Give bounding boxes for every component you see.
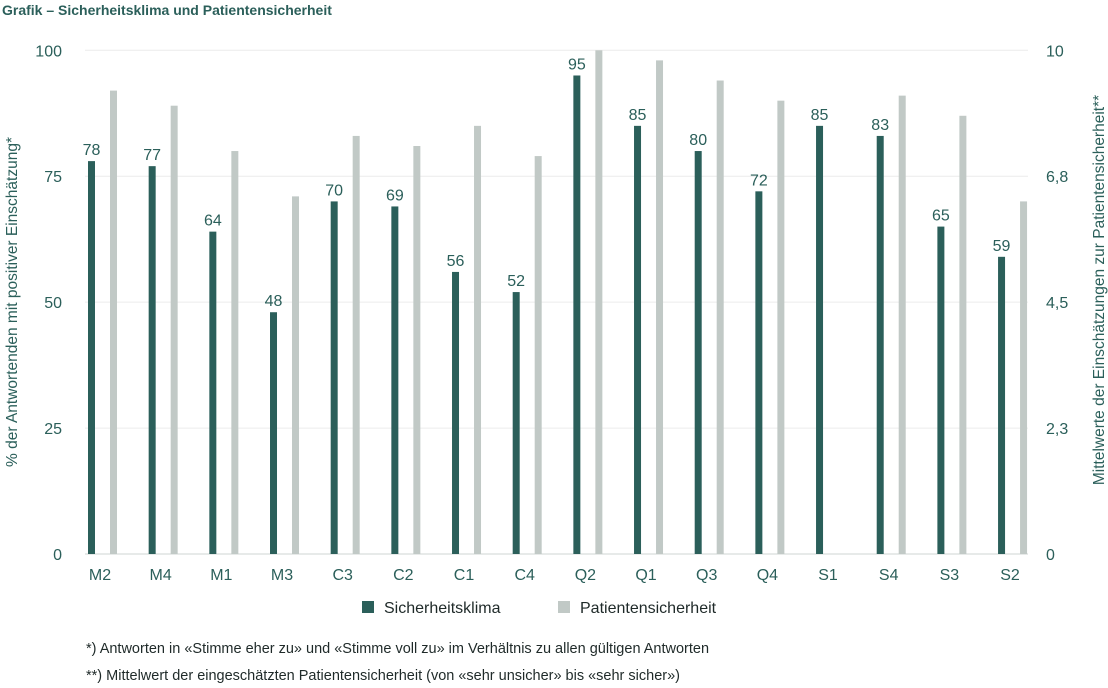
bar-patientensicherheit [352, 135, 360, 554]
x-tick-label: S1 [818, 567, 838, 584]
y2-tick-label: 10 [1046, 43, 1064, 60]
y-tick-label: 50 [44, 295, 62, 312]
bar-sicherheitsklima [330, 201, 338, 554]
y-axis-label: % der Antwortenden mit positiver Einschä… [4, 137, 21, 467]
footnote-1: *) Antworten in «Stimme eher zu» und «St… [86, 641, 710, 657]
bar-sicherheitsklima [937, 226, 945, 554]
bar-sicherheitsklima [391, 206, 399, 554]
x-tick-label: C3 [332, 567, 353, 584]
x-tick-label: S3 [940, 567, 960, 584]
y2-axis-label: Mittelwerte der Einschätzungen zur Patie… [1091, 95, 1108, 485]
data-label: 59 [993, 238, 1011, 255]
y-tick-label: 25 [44, 421, 62, 438]
y2-tick-label: 2,3 [1046, 421, 1068, 438]
bar-sicherheitsklima [755, 191, 763, 554]
bar-patientensicherheit [534, 156, 542, 554]
x-tick-label: Q1 [635, 567, 656, 584]
data-label: 95 [568, 56, 586, 73]
data-label: 65 [932, 208, 950, 225]
bar-patientensicherheit [170, 105, 178, 554]
x-tick-label: Q2 [575, 567, 596, 584]
y-tick-label: 0 [53, 547, 62, 564]
x-tick-label: Q4 [757, 567, 778, 584]
data-label: 83 [871, 117, 889, 134]
x-tick-label: C4 [514, 567, 535, 584]
legend-label: Sicherheitsklima [384, 600, 501, 617]
bar-sicherheitsklima [452, 271, 460, 554]
data-label: 85 [629, 107, 647, 124]
bar-patientensicherheit [656, 60, 664, 555]
x-tick-label: C1 [454, 567, 475, 584]
x-tick-label: C2 [393, 567, 414, 584]
y2-tick-label: 4,5 [1046, 295, 1068, 312]
bar-sicherheitsklima [573, 75, 581, 555]
bar-patientensicherheit [777, 100, 785, 555]
x-tick-label: Q3 [696, 567, 717, 584]
bar-sicherheitsklima [270, 312, 278, 554]
bar-patientensicherheit [110, 90, 117, 554]
x-tick-label: S2 [1000, 567, 1020, 584]
bar-patientensicherheit [413, 146, 421, 555]
y-tick-label: 100 [35, 43, 62, 60]
bar-sicherheitsklima [148, 166, 156, 554]
bar-patientensicherheit [716, 80, 724, 554]
x-tick-label: M3 [271, 567, 293, 584]
bar-patientensicherheit [474, 125, 482, 554]
x-tick-label: M2 [89, 567, 111, 584]
data-label: 78 [83, 142, 101, 159]
bar-patientensicherheit [959, 115, 967, 554]
bar-patientensicherheit [898, 95, 906, 555]
bar-patientensicherheit [231, 151, 239, 555]
data-label: 70 [325, 182, 343, 199]
bar-patientensicherheit [1020, 201, 1028, 554]
bar-sicherheitsklima [634, 125, 642, 554]
data-label: 85 [811, 107, 829, 124]
x-tick-label: M4 [150, 567, 172, 584]
bar-sicherheitsklima [694, 151, 702, 555]
x-tick-label: M1 [210, 567, 232, 584]
data-label: 52 [507, 273, 525, 290]
bar-patientensicherheit [292, 196, 300, 555]
y-tick-label: 75 [44, 169, 62, 186]
data-label: 56 [447, 253, 465, 270]
bar-sicherheitsklima [998, 256, 1006, 554]
y2-tick-label: 6,8 [1046, 169, 1068, 186]
data-label: 48 [265, 293, 283, 310]
bar-sicherheitsklima [816, 125, 824, 554]
y2-tick-label: 0 [1046, 547, 1055, 564]
bar-sicherheitsklima [209, 231, 217, 554]
bar-sicherheitsklima [512, 292, 520, 554]
data-label: 69 [386, 187, 404, 204]
data-label: 80 [689, 132, 707, 149]
footnote-2: **) Mittelwert der eingeschätzten Patien… [86, 668, 680, 684]
bar-sicherheitsklima [88, 161, 95, 554]
data-label: 64 [204, 213, 222, 230]
legend-swatch [362, 601, 374, 613]
bar-sicherheitsklima [876, 135, 884, 554]
data-label: 72 [750, 172, 768, 189]
bar-patientensicherheit [595, 50, 603, 555]
chart-title: Grafik – Sicherheitsklima und Patientens… [2, 2, 332, 18]
data-label: 77 [143, 147, 161, 164]
legend-label: Patientensicherheit [580, 600, 717, 617]
legend-swatch [558, 601, 570, 613]
x-tick-label: S4 [879, 567, 899, 584]
